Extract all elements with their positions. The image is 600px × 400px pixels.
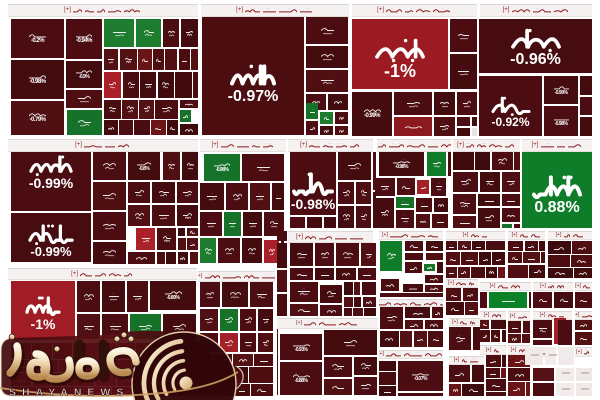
svg-text:SHAYANEWS: SHAYANEWS (9, 387, 129, 399)
